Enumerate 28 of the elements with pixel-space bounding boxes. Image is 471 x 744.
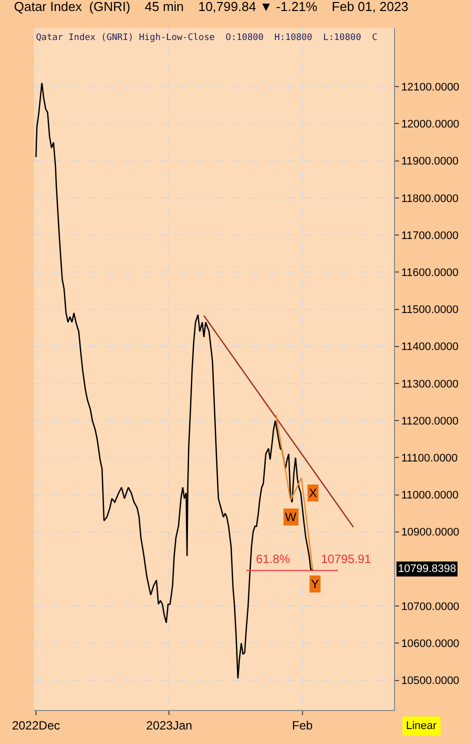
y-tick-label: 11600.0000 <box>401 267 459 279</box>
y-tick-label: 11200.0000 <box>401 415 459 428</box>
annotation: W <box>285 510 297 524</box>
x-tick-label: 2023Jan <box>146 718 192 732</box>
annotation: X <box>309 486 318 500</box>
y-tick-label: 11100.0000 <box>401 452 458 465</box>
text: 10799.8398 <box>398 563 456 575</box>
y-tick-label: 11400.0000 <box>401 341 459 354</box>
y-tick-label: 12100.0000 <box>401 81 460 94</box>
annotation: 61.8% <box>256 552 290 566</box>
y-tick-label: 11700.0000 <box>401 230 459 242</box>
y-tick-label: 12000.0000 <box>401 118 460 131</box>
y-tick-label: 11000.0000 <box>401 490 459 502</box>
y-tick-label: 10600.0000 <box>401 638 460 650</box>
y-tick-label: 11900.0000 <box>401 156 459 168</box>
text: Linear <box>406 720 437 732</box>
x-tick-label: 2022Dec <box>12 718 60 732</box>
annotation: 10795.91 <box>321 552 372 566</box>
y-tick-label: 11800.0000 <box>401 192 459 205</box>
x-tick-label: Feb <box>292 718 313 732</box>
annotation: Y <box>311 577 320 591</box>
y-tick-label: 11500.0000 <box>401 304 459 316</box>
text: Qatar Index (GNRI) High-Low-Close O:10800 H:10800 L:10800 C <box>36 33 378 43</box>
y-tick-label: 10500.0000 <box>401 675 460 688</box>
chart-title: Qatar Index (GNRI) 45 min 10,799.84 ▼ -1.21% Feb 01, 2023 <box>14 0 408 14</box>
y-tick-label: 10700.0000 <box>401 600 460 613</box>
y-tick-label: 10900.0000 <box>401 526 460 539</box>
y-tick-label: 11300.0000 <box>401 378 459 390</box>
